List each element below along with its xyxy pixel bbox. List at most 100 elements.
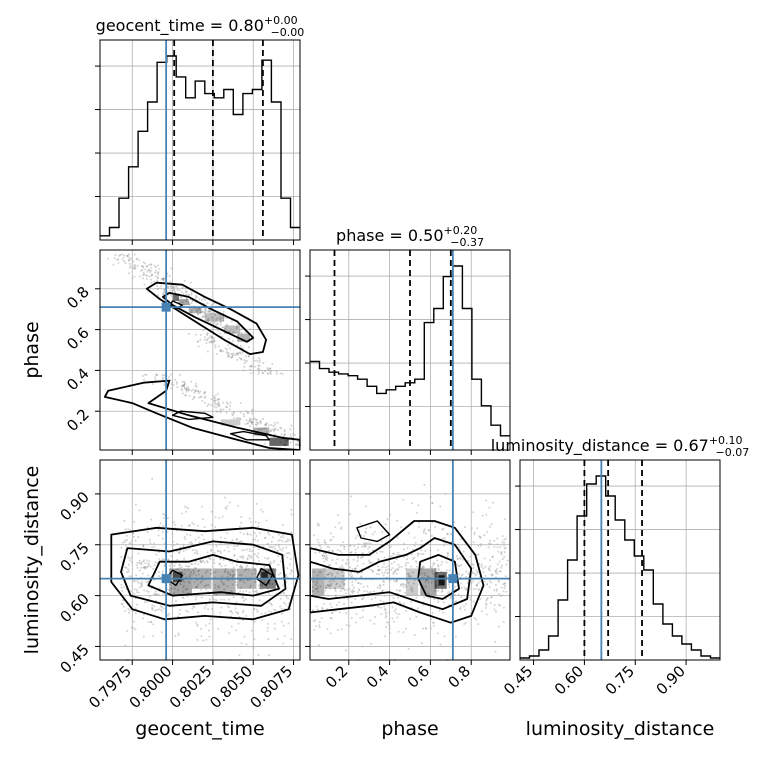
sample-point (282, 591, 285, 594)
sample-point (329, 539, 332, 542)
sample-point (331, 558, 334, 561)
sample-point (138, 559, 141, 562)
sample-point (128, 611, 131, 614)
sample-point (405, 609, 408, 612)
sample-point (223, 588, 226, 591)
sample-point (127, 568, 130, 571)
sample-point (399, 553, 402, 556)
sample-point (316, 585, 319, 588)
sample-point (266, 630, 269, 633)
sample-point (214, 400, 217, 403)
sample-point (224, 506, 227, 509)
sample-point (420, 567, 423, 570)
sample-point (409, 617, 412, 620)
sample-point (493, 608, 496, 611)
sample-point (274, 427, 277, 430)
sample-point (244, 598, 247, 601)
sample-point (220, 581, 223, 584)
sample-point (250, 421, 253, 424)
sample-point (190, 380, 193, 383)
sample-point (329, 616, 332, 619)
tick-label-y: 0.75 (56, 539, 92, 575)
sample-point (281, 620, 284, 623)
sample-point (151, 546, 154, 549)
sample-point (210, 398, 213, 401)
sample-point (253, 620, 256, 623)
sample-point (210, 340, 213, 343)
sample-point (500, 551, 503, 554)
sample-point (214, 346, 217, 349)
sample-point (494, 571, 497, 574)
sample-point (427, 529, 430, 532)
sample-point (372, 569, 375, 572)
sample-point (220, 565, 223, 568)
sample-point (124, 262, 127, 265)
sample-point (179, 608, 182, 611)
sample-point (417, 525, 420, 528)
sample-point (430, 580, 433, 583)
sample-point (176, 286, 179, 289)
sample-point (175, 380, 178, 383)
sample-point (227, 550, 230, 553)
sample-point (326, 583, 329, 586)
sample-point (267, 610, 270, 613)
sample-point (210, 404, 213, 407)
sample-point (147, 264, 150, 267)
sample-point (204, 572, 207, 575)
sample-point (138, 586, 141, 589)
panel-frame (99, 249, 301, 451)
sample-point (485, 583, 488, 586)
sample-point (153, 280, 156, 283)
sample-point (169, 285, 172, 288)
sample-point (240, 352, 243, 355)
sample-point (222, 583, 225, 586)
sample-point (127, 570, 130, 573)
sample-point (325, 573, 328, 576)
sample-point (250, 421, 253, 424)
sample-point (374, 616, 377, 619)
sample-point (128, 559, 131, 562)
sample-point (368, 545, 371, 548)
sample-point (213, 340, 216, 343)
sample-point (487, 542, 490, 545)
sample-point (158, 558, 161, 561)
sample-point (136, 566, 139, 569)
sample-point (351, 567, 354, 570)
sample-point (495, 588, 498, 591)
sample-point (214, 586, 217, 589)
sample-point (190, 541, 193, 544)
sample-point (235, 352, 238, 355)
sample-point (280, 433, 283, 436)
sample-point (236, 558, 239, 561)
sample-point (196, 611, 199, 614)
sample-point (162, 592, 165, 595)
sample-point (242, 533, 245, 536)
sample-point (406, 572, 409, 575)
sample-point (163, 374, 166, 377)
sample-point (437, 563, 440, 566)
sample-point (222, 582, 225, 585)
sample-point (249, 584, 252, 587)
sample-point (147, 590, 150, 593)
sample-point (384, 625, 387, 628)
sample-point (264, 423, 267, 426)
sample-point (256, 591, 259, 594)
sample-point (173, 290, 176, 293)
sample-point (247, 422, 250, 425)
sample-point (176, 615, 179, 618)
sample-point (243, 415, 246, 418)
sample-point (255, 418, 258, 421)
sample-point (392, 552, 395, 555)
sample-point (210, 316, 213, 319)
sample-point (290, 638, 293, 641)
sample-point (155, 374, 158, 377)
sample-point (225, 351, 228, 354)
sample-point (183, 572, 186, 575)
sample-point (343, 579, 346, 582)
sample-point (142, 566, 145, 569)
sample-point (314, 619, 317, 622)
sample-point (257, 654, 260, 657)
sample-point (279, 539, 282, 542)
sample-point (359, 522, 362, 525)
sample-point (345, 562, 348, 565)
